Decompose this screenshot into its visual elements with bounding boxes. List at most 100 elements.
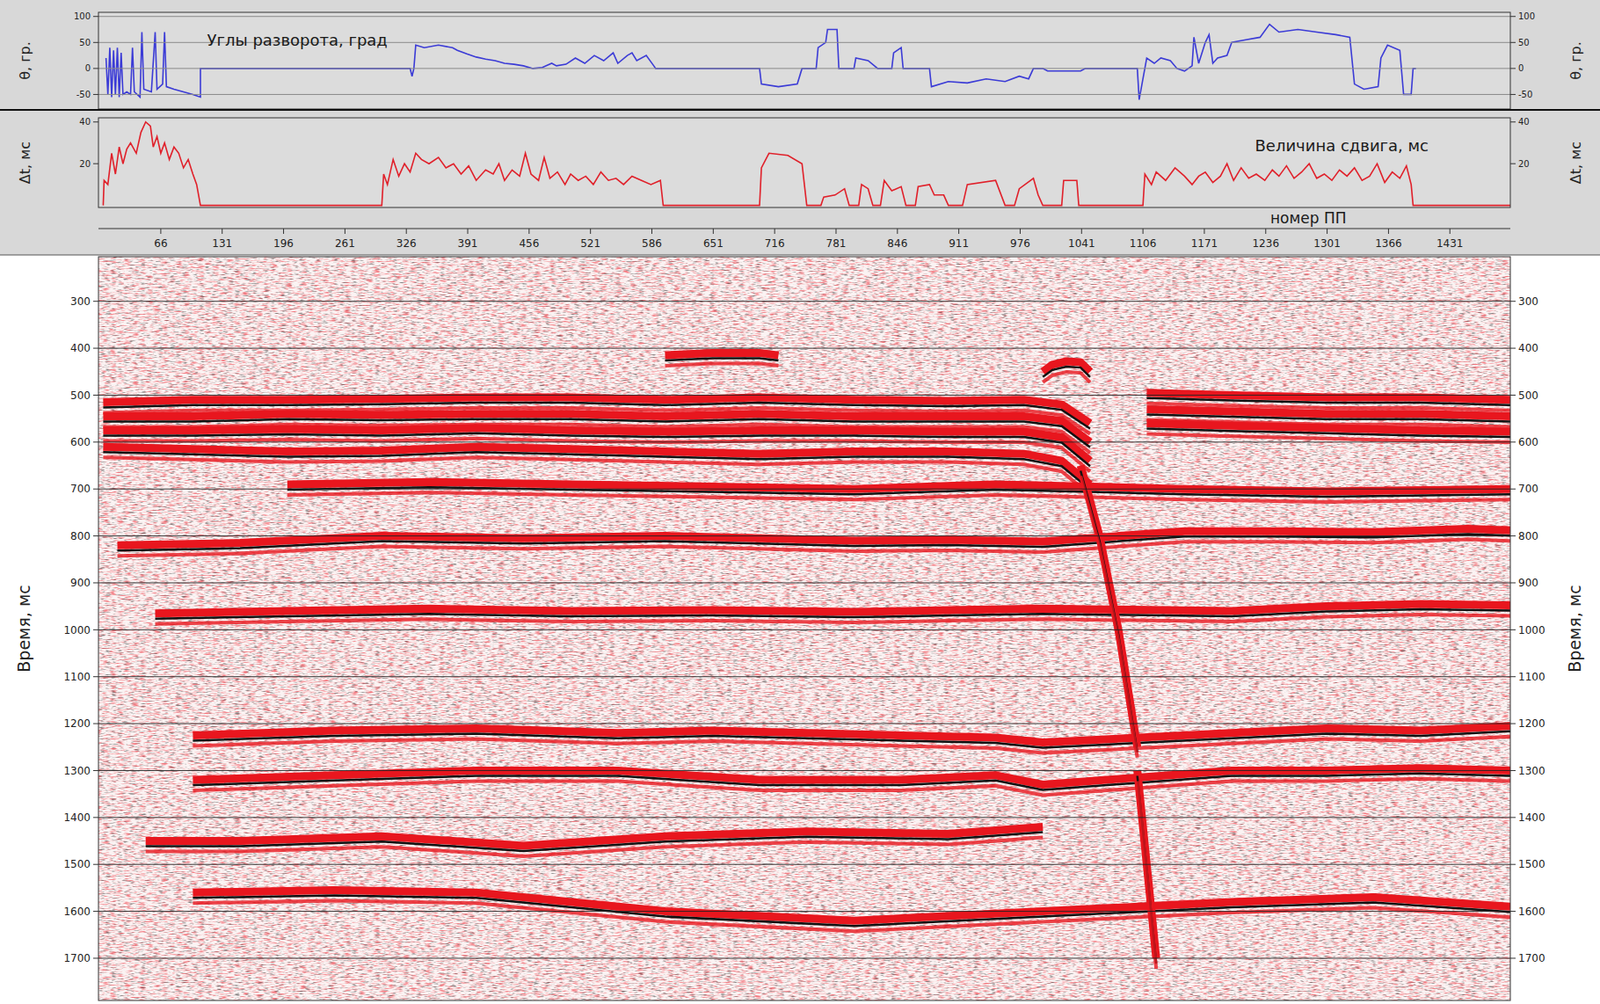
tick-mark: [1510, 348, 1516, 350]
tick-label: -50: [76, 89, 91, 100]
section-background: [0, 254, 1600, 1004]
tick-mark: [1326, 228, 1328, 234]
reflector-trough: [665, 357, 779, 361]
tick-mark: [1142, 228, 1144, 234]
grid-line: [98, 957, 1511, 959]
tick-label: 800: [1518, 530, 1539, 543]
tick-mark: [93, 770, 99, 771]
reflector: [287, 481, 1511, 492]
tick-label: 716: [764, 237, 786, 250]
tick-label: 1100: [1518, 670, 1546, 684]
tick-mark: [93, 816, 99, 818]
tick-label: 900: [1518, 576, 1539, 590]
tick-mark: [958, 228, 960, 234]
tick-mark: [93, 394, 99, 396]
tick-label: 1106: [1129, 237, 1157, 250]
tick-mark: [1019, 228, 1021, 234]
tick-label: 846: [887, 237, 908, 250]
tick-mark: [93, 676, 99, 677]
x-axis-line: [98, 228, 1511, 230]
tick-mark: [1510, 441, 1516, 443]
tick-mark: [1510, 67, 1516, 69]
tick-mark: [1081, 228, 1083, 234]
reflector: [102, 446, 1091, 485]
tick-label: 1700: [1518, 952, 1546, 965]
axis-title: Δt, мс: [1567, 141, 1585, 184]
panel-frame: [98, 256, 1511, 1001]
tick-mark: [283, 228, 284, 234]
tick-label: 40: [1518, 116, 1530, 127]
tick-label: 911: [948, 237, 969, 250]
reflector-side-lobe: [192, 901, 1511, 932]
tick-mark: [1510, 581, 1516, 583]
panel-background: [98, 12, 1511, 110]
axis-title: θ, гр.: [16, 41, 34, 80]
tick-label: 66: [153, 237, 168, 250]
tick-mark: [1203, 228, 1205, 234]
tick-label: 1100: [63, 670, 91, 684]
axis-title: θ, гр.: [1567, 41, 1585, 80]
tick-mark: [774, 228, 776, 234]
figure: -50-50005050100100θ, гр.θ, гр.Углы разво…: [0, 0, 1600, 1004]
tick-mark: [1510, 910, 1516, 912]
tick-label: 651: [703, 237, 724, 250]
tick-label: 400: [70, 341, 91, 355]
tick-mark: [589, 228, 591, 234]
axis-title: номер ПП: [1270, 209, 1347, 227]
grid-line: [98, 394, 1511, 396]
tick-label: 1400: [63, 811, 91, 824]
plot-area: [102, 122, 1511, 206]
grid-line: [98, 629, 1511, 631]
grid-line: [98, 348, 1511, 350]
tick-label: 1301: [1313, 237, 1341, 250]
grid-line: [98, 770, 1511, 771]
section-plot-background: [98, 256, 1511, 1001]
grid-line: [98, 723, 1511, 725]
tick-mark: [221, 228, 223, 234]
grid-line: [98, 300, 1511, 302]
reflector-side-lobe: [145, 837, 1043, 857]
tick-label: 1431: [1436, 237, 1464, 250]
tick-mark: [93, 67, 99, 69]
tick-label: 196: [273, 237, 294, 250]
tick-mark: [93, 42, 99, 44]
tick-mark: [1388, 228, 1390, 234]
tick-mark: [1265, 228, 1266, 234]
tick-mark: [835, 228, 837, 234]
tick-mark: [160, 228, 161, 234]
tick-mark: [93, 864, 99, 866]
tick-label: 1171: [1191, 237, 1219, 250]
tick-label: 1236: [1251, 237, 1280, 250]
axis-title: Δt, мс: [16, 141, 34, 184]
tick-mark: [93, 488, 99, 490]
grid-line: [98, 676, 1511, 677]
tick-mark: [93, 348, 99, 350]
tick-mark: [1510, 394, 1516, 396]
tick-mark: [1510, 535, 1516, 537]
tick-label: 20: [79, 159, 91, 169]
tick-mark: [1510, 629, 1516, 631]
axis-title: Время, мс: [1564, 584, 1585, 672]
reflector-side-lobe: [287, 492, 1511, 502]
panel-frame: [98, 117, 1511, 208]
tick-mark: [1510, 957, 1516, 959]
tick-label: 400: [1518, 341, 1539, 355]
tick-mark: [1510, 864, 1516, 866]
tick-label: 600: [1518, 436, 1539, 449]
reflector-side-lobe: [117, 539, 1512, 557]
tick-label: 391: [458, 237, 479, 250]
reflector-side-lobe: [1137, 781, 1157, 970]
tick-label: 50: [79, 37, 91, 48]
tick-mark: [93, 910, 99, 912]
tick-label: 1000: [63, 624, 91, 637]
tick-mark: [896, 228, 898, 234]
tick-mark: [1510, 94, 1516, 95]
panel-background: [98, 117, 1511, 208]
tick-mark: [1510, 42, 1516, 44]
tick-label: 700: [70, 482, 91, 495]
tick-label: 100: [73, 11, 91, 22]
grid-line: [98, 816, 1511, 818]
tick-label: 131: [211, 237, 233, 250]
tick-label: 261: [334, 237, 356, 250]
tick-mark: [93, 121, 99, 123]
